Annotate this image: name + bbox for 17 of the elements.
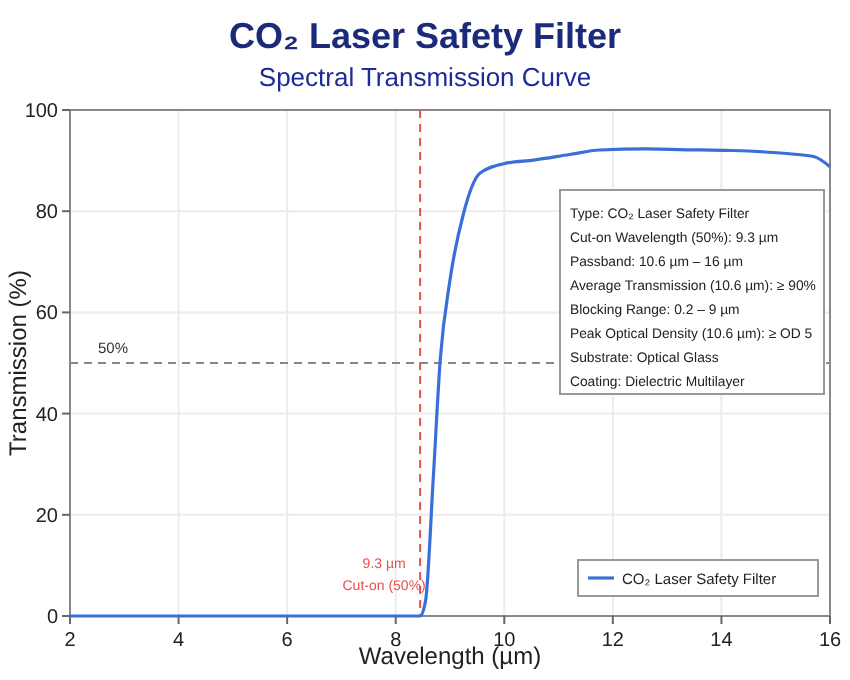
y-tick-label: 100 xyxy=(24,101,59,123)
y-tick-label: 20 xyxy=(35,505,59,528)
line-series xyxy=(68,147,832,618)
y-tick-label: 80 xyxy=(35,202,59,225)
y-tick-label: 0 xyxy=(46,607,59,629)
x-tick-label: 2 xyxy=(64,630,77,652)
y-axis-title: Transmission (%) xyxy=(4,270,32,456)
x-tick-label: 4 xyxy=(173,630,186,652)
x-tick-label: 12 xyxy=(601,630,625,652)
y-tick-label: 60 xyxy=(35,303,59,326)
y-tick-label: 40 xyxy=(35,404,59,427)
x-tick-label: 8 xyxy=(390,630,403,652)
x-tick-label: 16 xyxy=(818,630,842,652)
x-tick-label: 14 xyxy=(710,630,734,652)
chart-subtitle: Spectral Transmission Curve xyxy=(258,62,592,92)
x-tick-label: 6 xyxy=(281,630,294,652)
chart-title: CO₂ Laser Safety Filter xyxy=(228,16,622,56)
